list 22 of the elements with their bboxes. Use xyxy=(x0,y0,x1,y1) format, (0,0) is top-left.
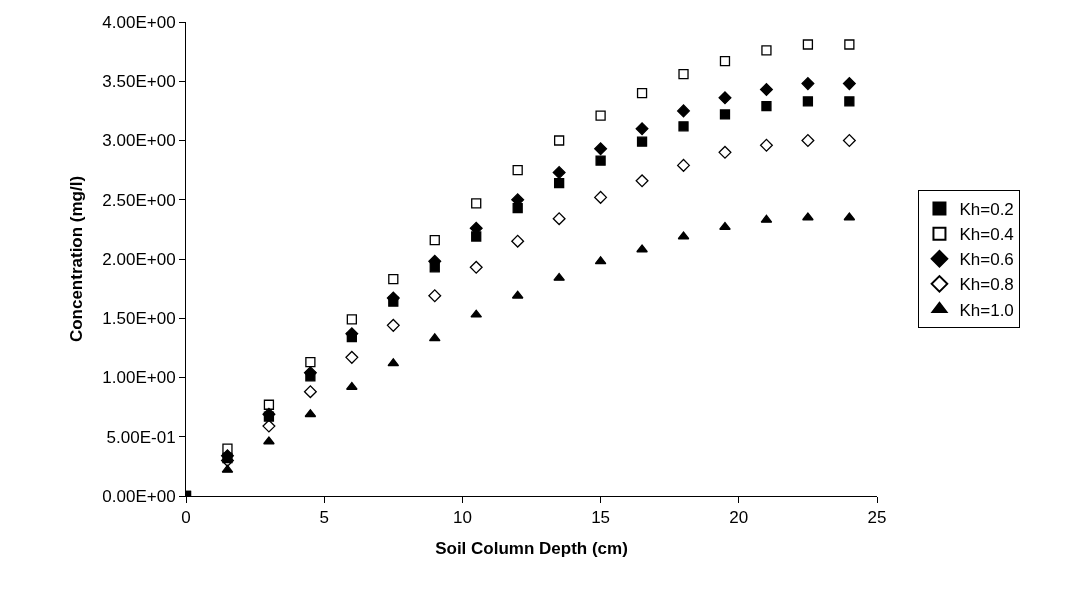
y-tick-label: 4.00E+00 xyxy=(102,12,176,32)
x-tick-label: 0 xyxy=(181,508,191,528)
x-axis-title: Soil Column Depth (cm) xyxy=(435,538,628,558)
y-tick-label: 1.00E+00 xyxy=(102,368,176,388)
x-tick-label: 25 xyxy=(867,508,887,528)
y-axis-title: Concentration (mg/l) xyxy=(66,175,86,343)
y-tick-label: 3.50E+00 xyxy=(102,72,176,92)
y-tick-label: 1.50E+00 xyxy=(102,309,176,329)
x-tick-label: 20 xyxy=(729,508,749,528)
legend-label: Kh=0.2 xyxy=(959,200,1014,220)
x-tick-label: 15 xyxy=(591,508,611,528)
y-tick-label: 5.00E-01 xyxy=(106,427,176,447)
y-tick-label: 2.50E+00 xyxy=(102,190,176,210)
x-tick-label: 5 xyxy=(319,508,329,528)
legend-label: Kh=0.6 xyxy=(959,250,1014,270)
y-tick-label: 3.00E+00 xyxy=(102,131,176,151)
y-tick-label: 0.00E+00 xyxy=(102,486,176,506)
x-tick-label: 10 xyxy=(452,508,472,528)
legend-label: Kh=1.0 xyxy=(959,300,1014,320)
legend-label: Kh=0.4 xyxy=(959,225,1014,245)
legend-label: Kh=0.8 xyxy=(959,275,1014,295)
y-tick-label: 2.00E+00 xyxy=(102,249,176,269)
